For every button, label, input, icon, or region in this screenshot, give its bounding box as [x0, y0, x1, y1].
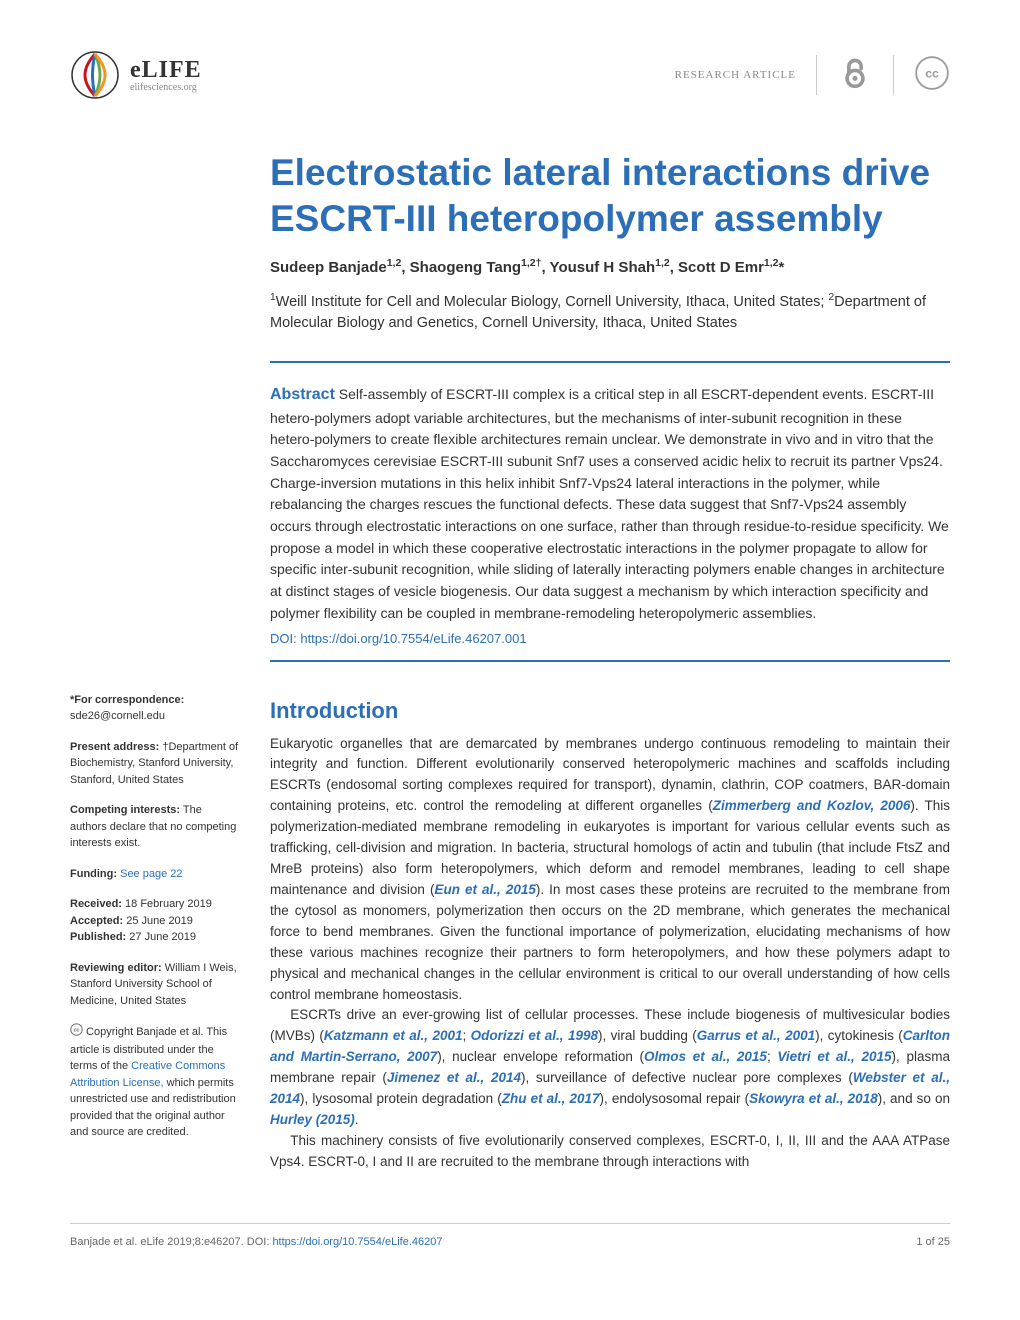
- accepted-date: 25 June 2019: [123, 915, 193, 927]
- accepted-label: Accepted:: [70, 915, 123, 927]
- correspondence-label: *For correspondence:: [70, 694, 184, 706]
- journal-name: eLIFE: [130, 57, 202, 84]
- received-label: Received:: [70, 898, 122, 910]
- header-divider: [893, 55, 894, 95]
- svg-text:cc: cc: [925, 66, 939, 80]
- footer-citation: Banjade et al. eLife 2019;8:e46207.: [70, 1236, 247, 1248]
- footer-doi-label: DOI:: [247, 1236, 273, 1248]
- abstract-label: Abstract: [270, 386, 335, 403]
- reviewing-editor-label: Reviewing editor:: [70, 962, 162, 974]
- funding-link[interactable]: See page 22: [117, 868, 182, 880]
- intro-para-3: This machinery consists of five evolutio…: [270, 1131, 950, 1173]
- present-address-label: Present address:: [70, 741, 159, 753]
- abstract-doi[interactable]: DOI: https://doi.org/10.7554/eLife.46207…: [270, 631, 950, 646]
- page-header: eLIFE elifesciences.org RESEARCH ARTICLE…: [70, 50, 950, 100]
- footer-doi[interactable]: https://doi.org/10.7554/eLife.46207: [272, 1236, 442, 1248]
- published-label: Published:: [70, 931, 126, 943]
- abstract-block: Abstract Self-assembly of ESCRT-III comp…: [270, 383, 950, 625]
- open-access-icon: [837, 55, 873, 96]
- published-date: 27 June 2019: [126, 931, 196, 943]
- funding-label: Funding:: [70, 868, 117, 880]
- intro-para-2: ESCRTs drive an ever-growing list of cel…: [270, 1005, 950, 1131]
- correspondence-email[interactable]: sde26@cornell.edu: [70, 710, 165, 722]
- received-date: 18 February 2019: [122, 898, 212, 910]
- journal-logo-block: eLIFE elifesciences.org: [70, 50, 202, 100]
- elife-logo-icon: [70, 50, 120, 100]
- affiliations: 1Weill Institute for Cell and Molecular …: [270, 290, 950, 335]
- svg-text:cc: cc: [74, 1027, 80, 1033]
- abstract-text: Self-assembly of ESCRT-III complex is a …: [270, 386, 949, 621]
- abstract-rule: [270, 660, 950, 662]
- author-list: Sudeep Banjade1,2, Shaogeng Tang1,2†, Yo…: [270, 257, 950, 276]
- header-divider: [816, 55, 817, 95]
- journal-url: elifesciences.org: [130, 82, 202, 93]
- footer-page-number: 1 of 25: [916, 1236, 950, 1248]
- competing-label: Competing interests:: [70, 804, 180, 816]
- article-sidebar: *For correspondence: sde26@cornell.edu P…: [70, 692, 240, 1173]
- cc-icon-small: cc: [70, 1023, 83, 1042]
- article-title: Electrostatic lateral interactions drive…: [270, 150, 950, 243]
- article-type-label: RESEARCH ARTICLE: [675, 69, 796, 81]
- introduction-heading: Introduction: [270, 698, 950, 724]
- article-body: Introduction Eukaryotic organelles that …: [270, 692, 950, 1173]
- intro-para-1: Eukaryotic organelles that are demarcate…: [270, 734, 950, 1006]
- cc-license-icon: cc: [914, 55, 950, 96]
- page-footer: Banjade et al. eLife 2019;8:e46207. DOI:…: [70, 1223, 950, 1248]
- title-rule: [270, 361, 950, 363]
